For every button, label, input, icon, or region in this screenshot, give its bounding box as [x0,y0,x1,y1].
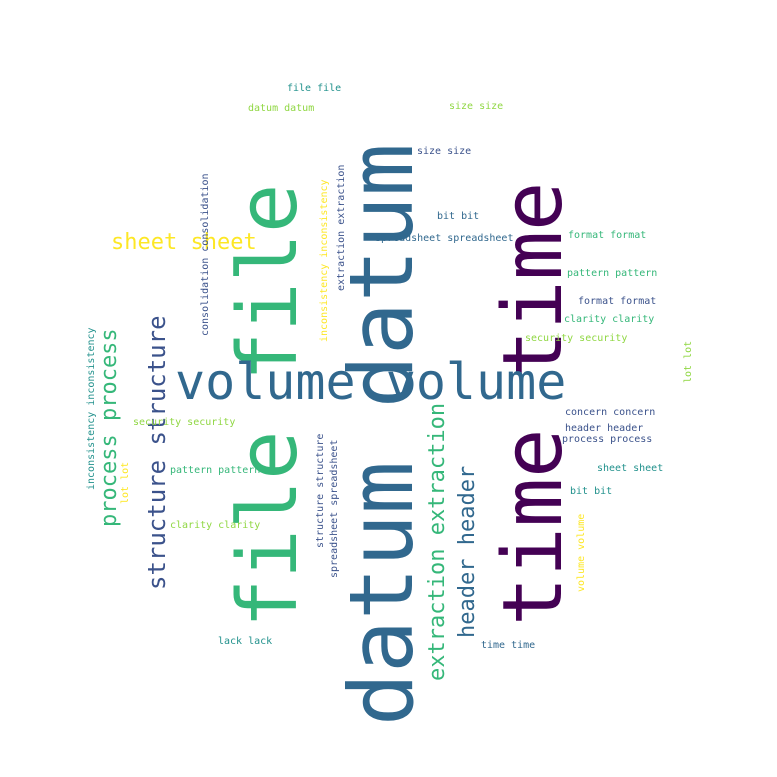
word-security-security-2: security security [133,417,236,428]
word-lack-lack: lack lack [218,636,273,647]
word-consolidation-consolidation: consolidation consolidation [200,173,211,336]
word-structure-structure-large: structure structure [143,315,171,590]
word-pattern-pattern-1: pattern pattern [567,268,658,279]
word-pattern-pattern-2: pattern pattern [170,465,261,476]
word-size-size-2: size size [417,146,472,157]
word-datum-datum-small: datum datum [248,103,315,114]
word-clarity-clarity-2: clarity clarity [170,520,261,531]
word-structure-structure-small: structure structure [315,433,326,548]
word-format-format-1: format format [568,230,647,241]
word-extraction-extraction-small: extraction extraction [336,164,347,291]
word-spreadsheet-spreadsheet-1: spreadsheet spreadsheet [375,233,514,244]
word-format-format-2: format format [578,296,657,307]
word-process-process-small: process process [562,434,653,445]
word-volume-volume: volume volume [175,353,567,411]
word-sheet-sheet-large: sheet sheet [111,230,257,255]
word-bit-bit-2: bit bit [570,486,613,497]
word-clarity-clarity-1: clarity clarity [564,314,655,325]
word-concern-concern: concern concern [565,407,656,418]
word-security-security-1: security security [525,333,628,344]
word-header-header-small: header header [565,423,644,434]
word-volume-volume-small: volume volume [576,513,587,592]
word-sheet-sheet-small: sheet sheet [597,463,664,474]
word-inconsistency-inconsistency-1: inconsistency inconsistency [319,179,330,342]
word-lot-lot-1: lot lot [683,340,694,383]
word-file-file-small: file file [287,83,342,94]
word-lot-lot-2: lot lot [120,461,131,504]
word-inconsistency-inconsistency-2: inconsistency inconsistency [86,327,97,490]
word-header-header-large: header header [455,465,480,638]
word-bit-bit-1: bit bit [437,211,480,222]
word-spreadsheet-spreadsheet-2: spreadsheet spreadsheet [329,439,340,578]
word-process-process-large: process process [97,328,122,527]
word-size-size-1: size size [449,101,504,112]
word-extraction-extraction-large: extraction extraction [425,402,450,681]
word-time-time-small: time time [481,640,536,651]
word-datum-datum-large: datum datum [330,143,433,726]
